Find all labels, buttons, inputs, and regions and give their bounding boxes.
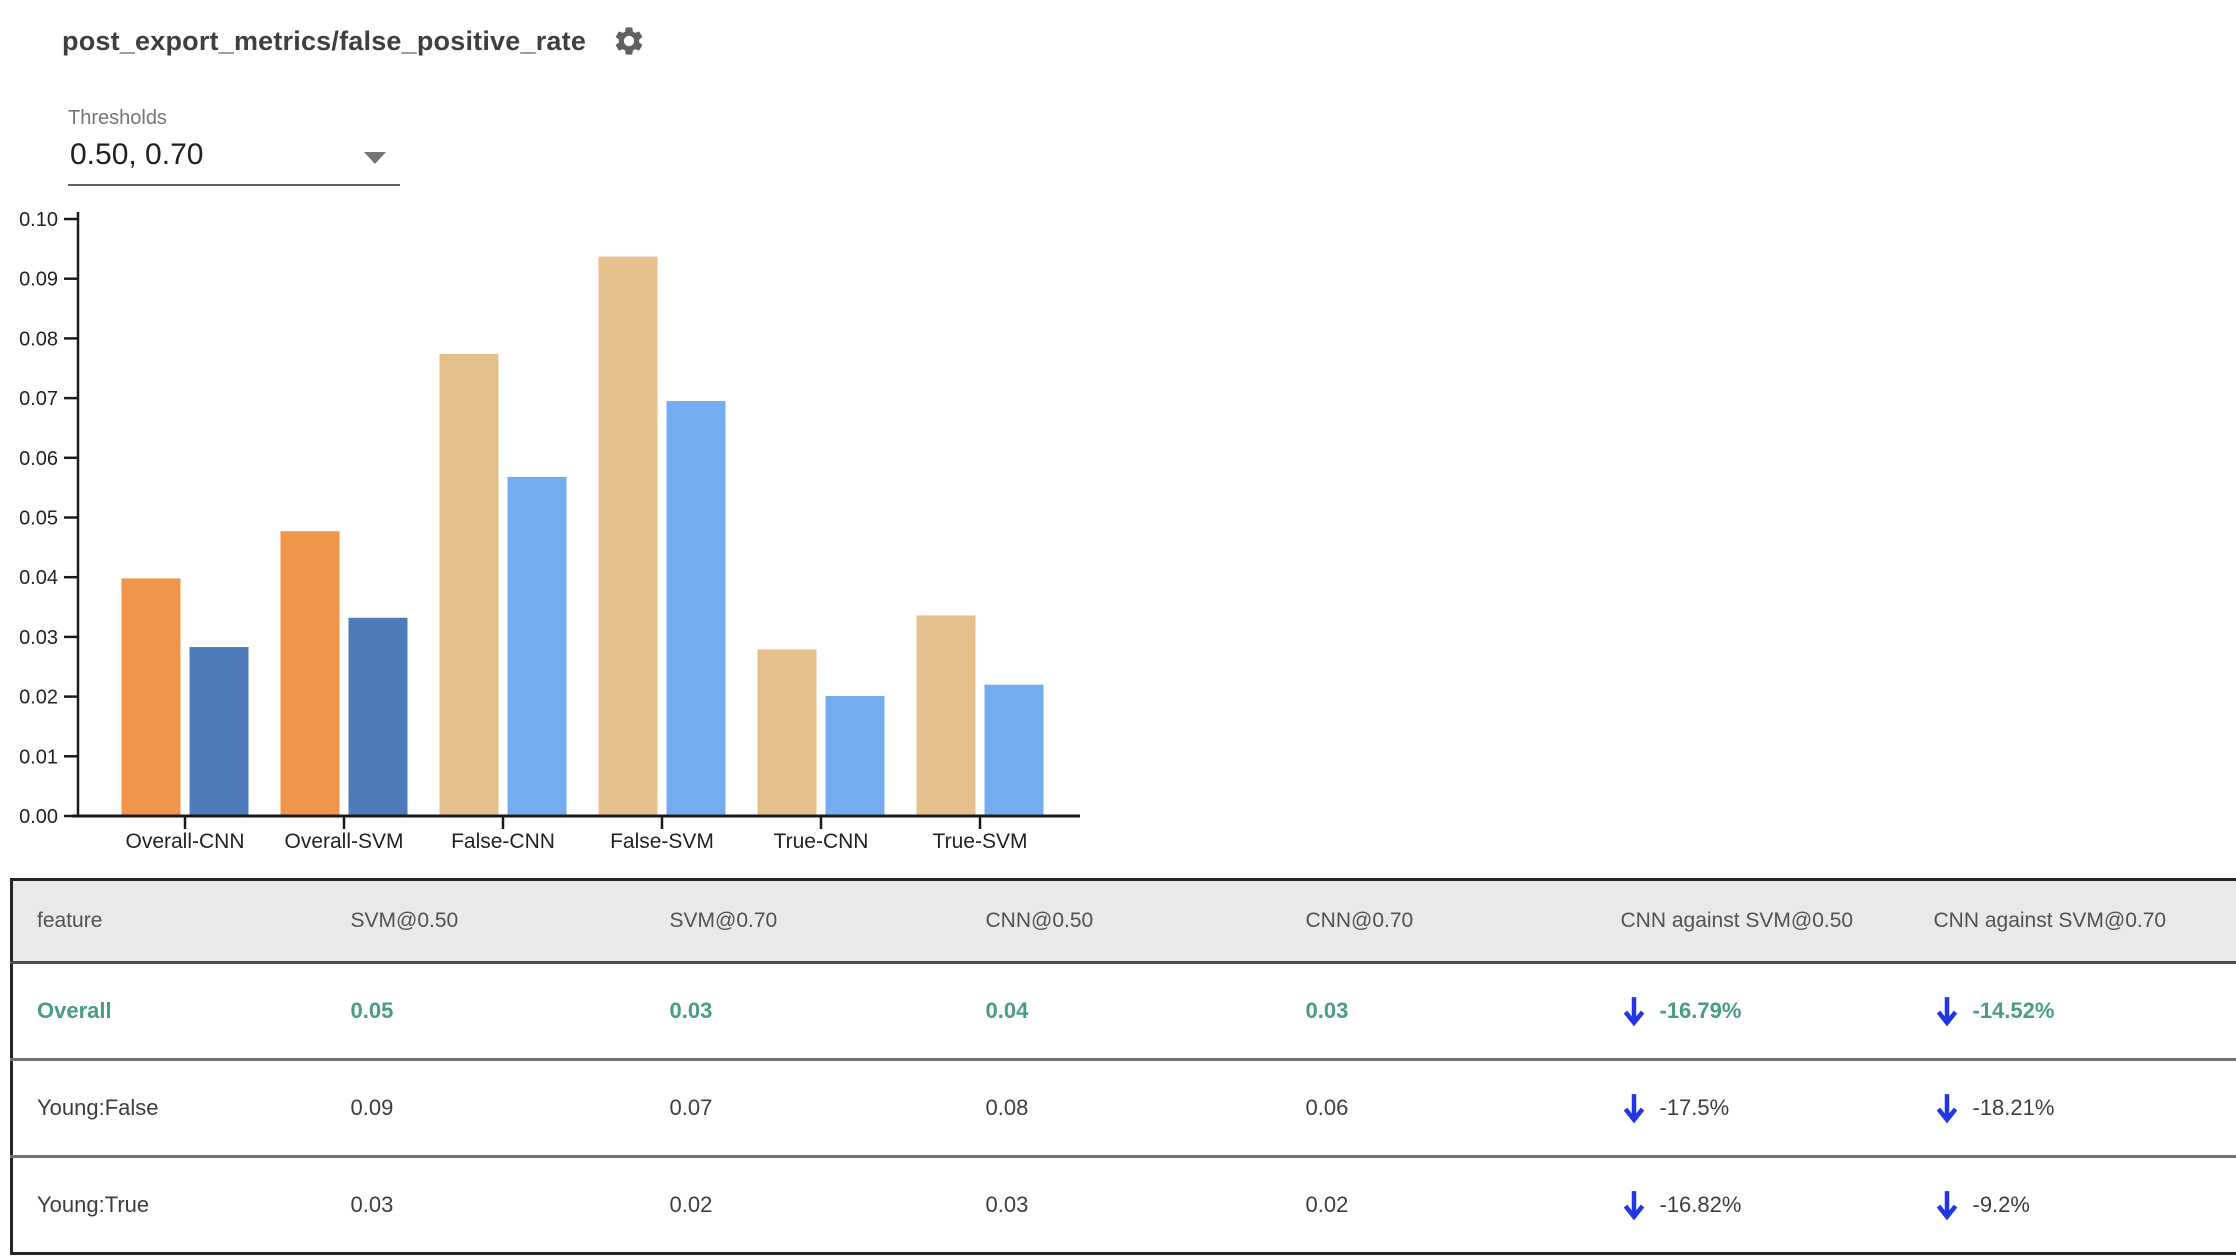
change-value: -18.21% [1972, 1095, 2055, 1120]
bar[interactable] [121, 578, 181, 816]
bar[interactable] [189, 647, 249, 816]
thresholds-value: 0.50, 0.70 [70, 138, 204, 171]
bar[interactable] [825, 696, 885, 816]
down-arrow-icon [1623, 997, 1644, 1027]
metrics-table: feature SVM@0.50 SVM@0.70 CNN@0.50 CNN@0… [10, 878, 2236, 1255]
column-header-svm-050[interactable]: SVM@0.50 [326, 879, 646, 964]
bar[interactable] [348, 617, 408, 816]
thresholds-control: Thresholds 0.50, 0.70 [68, 106, 400, 186]
x-tick-label: True-CNN [774, 830, 869, 853]
table-row[interactable]: Young:True 0.03 0.02 0.03 0.02 -16.82% -… [11, 1155, 2236, 1254]
value-cell: 0.06 [1281, 1058, 1597, 1157]
value-cell: 0.02 [1281, 1155, 1597, 1254]
x-tick-label: True-SVM [933, 830, 1028, 853]
title-bar: post_export_metrics/false_positive_rate [62, 24, 646, 58]
bar[interactable] [916, 615, 976, 816]
value-cell: 0.03 [326, 1155, 646, 1254]
bar[interactable] [280, 531, 340, 816]
value-cell: 0.05 [326, 962, 646, 1060]
change-cell: -17.5% [1596, 1058, 1910, 1157]
y-tick-label: 0.10 [19, 209, 58, 231]
change-cell: -9.2% [1909, 1155, 2236, 1254]
down-arrow-icon [1623, 1191, 1644, 1221]
column-header-svm-070[interactable]: SVM@0.70 [645, 879, 962, 964]
change-value: -17.5% [1659, 1095, 1730, 1120]
y-tick-label: 0.02 [19, 687, 58, 709]
column-header-cnn-050[interactable]: CNN@0.50 [961, 879, 1282, 964]
x-tick-label: False-CNN [451, 830, 555, 853]
change-value: -9.2% [1972, 1192, 2030, 1217]
down-arrow-icon [1936, 997, 1957, 1027]
bar[interactable] [598, 256, 658, 817]
down-arrow-icon [1623, 1094, 1644, 1124]
y-tick-label: 0.08 [19, 328, 58, 350]
y-tick-label: 0.07 [19, 388, 58, 410]
column-header-cnn-against-svm-070[interactable]: CNN against SVM@0.70 [1909, 879, 2236, 964]
x-tick-label: Overall-SVM [284, 830, 403, 853]
x-tick-label: False-SVM [610, 830, 714, 853]
change-cell: -14.52% [1909, 962, 2236, 1060]
feature-cell: Young:True [11, 1155, 327, 1254]
bar[interactable] [439, 353, 499, 816]
thresholds-label: Thresholds [68, 107, 167, 129]
bar[interactable] [507, 476, 567, 816]
y-tick-label: 0.05 [19, 508, 58, 530]
bar[interactable] [984, 684, 1044, 816]
feature-cell: Young:False [11, 1058, 327, 1157]
feature-cell: Overall [11, 962, 327, 1060]
table-row[interactable]: Young:False 0.09 0.07 0.08 0.06 -17.5% -… [11, 1058, 2236, 1157]
table-header-row: feature SVM@0.50 SVM@0.70 CNN@0.50 CNN@0… [11, 879, 2236, 964]
y-tick-label: 0.01 [19, 746, 58, 768]
value-cell: 0.02 [645, 1155, 962, 1254]
thresholds-dropdown[interactable]: 0.50, 0.70 [68, 132, 400, 186]
page-title: post_export_metrics/false_positive_rate [62, 25, 587, 56]
change-value: -14.52% [1972, 998, 2055, 1023]
y-tick-label: 0.04 [19, 567, 58, 589]
y-tick-label: 0.06 [19, 448, 58, 470]
value-cell: 0.08 [961, 1058, 1282, 1157]
column-header-cnn-070[interactable]: CNN@0.70 [1281, 879, 1597, 964]
change-value: -16.82% [1659, 1192, 1742, 1217]
bar[interactable] [757, 649, 817, 816]
down-arrow-icon [1936, 1094, 1957, 1124]
bar[interactable] [666, 401, 726, 816]
column-header-cnn-against-svm-050[interactable]: CNN against SVM@0.50 [1596, 879, 1910, 964]
value-cell: 0.09 [326, 1058, 646, 1157]
x-tick-label: Overall-CNN [125, 830, 244, 853]
change-cell: -16.82% [1596, 1155, 1910, 1254]
bar-chart: 0.00 0.01 0.02 0.03 0.04 0.05 0.06 0.07 0.08 0.09… [19, 209, 1080, 853]
value-cell: 0.07 [645, 1058, 962, 1157]
change-cell: -16.79% [1596, 962, 1910, 1060]
y-tick-label: 0.09 [19, 269, 58, 291]
y-tick-label: 0.00 [19, 806, 58, 828]
y-tick-label: 0.03 [19, 627, 58, 649]
value-cell: 0.04 [961, 962, 1282, 1060]
value-cell: 0.03 [961, 1155, 1282, 1254]
change-cell: -18.21% [1909, 1058, 2236, 1157]
dropdown-caret-icon [364, 152, 386, 164]
change-value: -16.79% [1659, 998, 1742, 1023]
column-header-feature[interactable]: feature [11, 879, 327, 964]
table-row[interactable]: Overall 0.05 0.03 0.04 0.03 -16.79% -14.… [11, 962, 2236, 1060]
settings-gear-icon[interactable] [612, 24, 646, 58]
value-cell: 0.03 [1281, 962, 1597, 1060]
down-arrow-icon [1936, 1191, 1957, 1221]
value-cell: 0.03 [645, 962, 962, 1060]
